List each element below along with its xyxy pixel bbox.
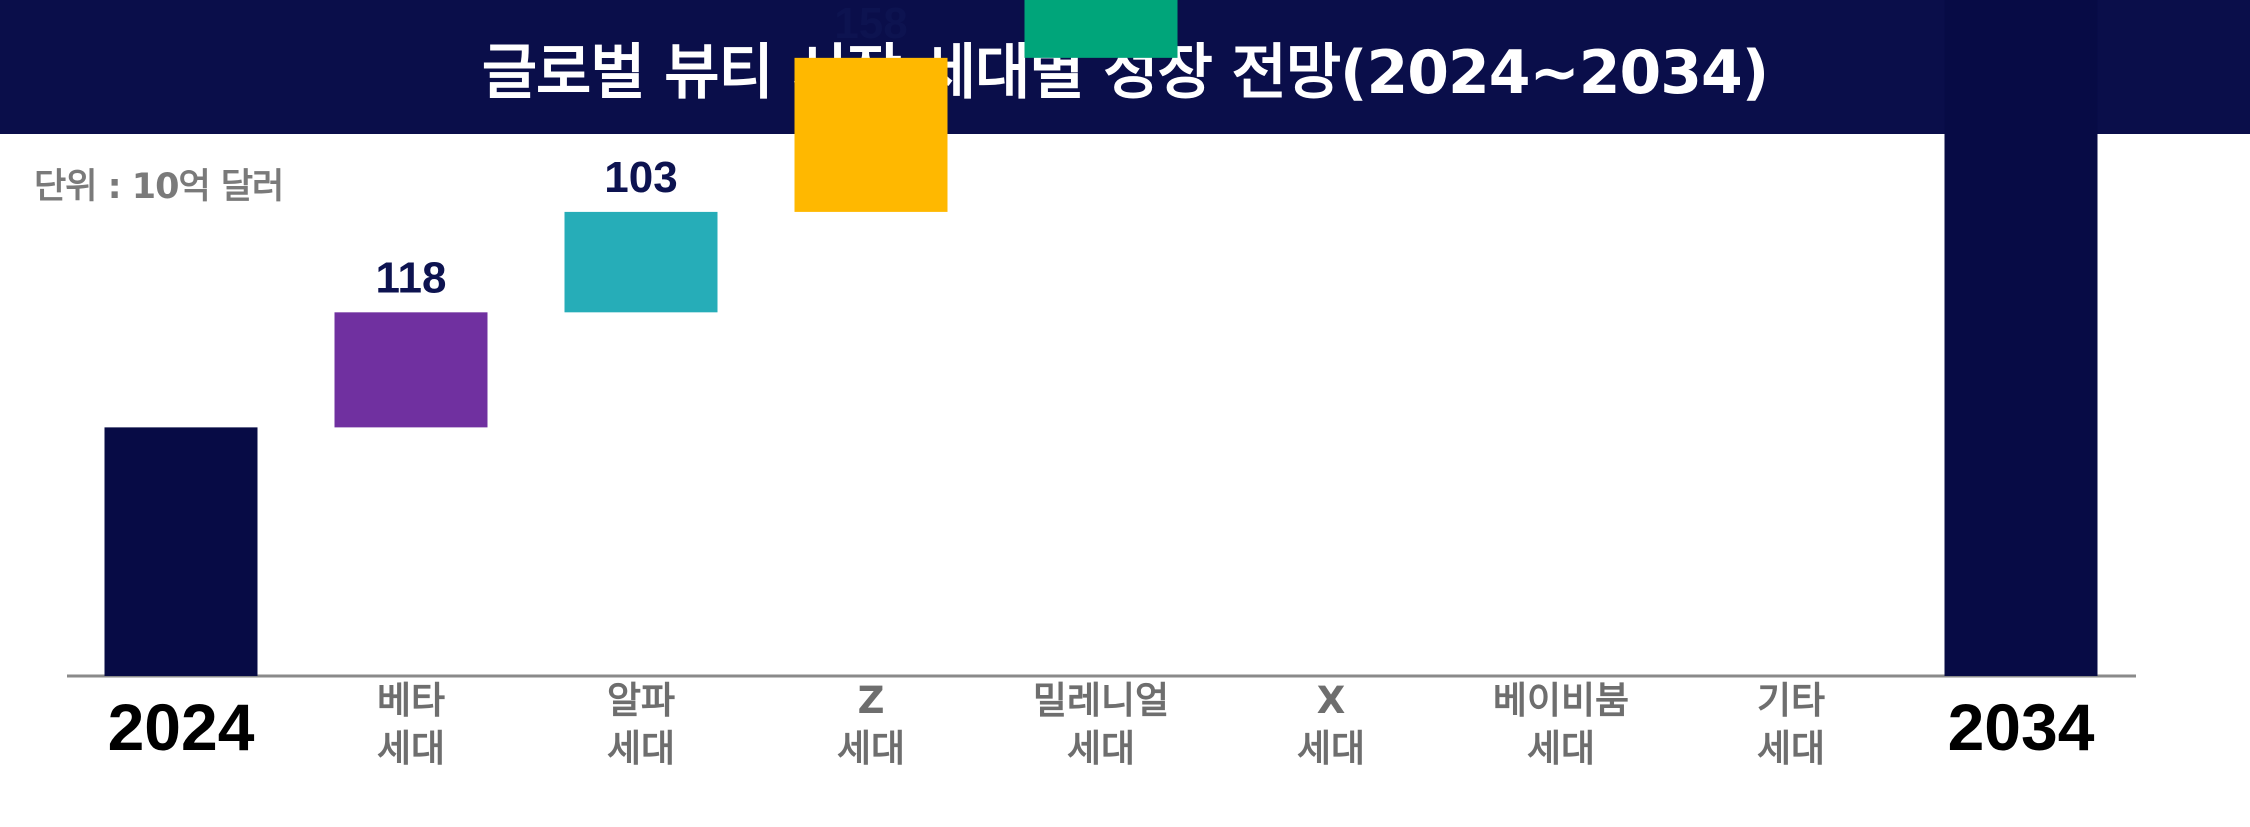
category-label-8-line-2: 세대 xyxy=(1757,727,1825,770)
category-label-6-line-2: 세대 xyxy=(1297,727,1365,770)
category-label-4-line-1: Z xyxy=(858,679,885,722)
bar-step-3 xyxy=(794,57,948,212)
unit-label: 단위 : 10억 달러 xyxy=(34,167,284,207)
bar-step-4 xyxy=(1024,0,1178,58)
category-label-3-line-2: 세대 xyxy=(607,727,675,770)
bar-total-start xyxy=(104,427,258,676)
category-label-7-line-1: 베이비붐 xyxy=(1493,679,1629,722)
bar-total-end xyxy=(1944,0,2098,677)
bar-step-1 xyxy=(334,312,488,428)
category-label-4-line-2: 세대 xyxy=(837,727,905,770)
category-label-5-line-2: 세대 xyxy=(1067,727,1135,770)
category-label-1: 2024 xyxy=(108,690,255,764)
category-label-2-line-1: 베타 xyxy=(377,679,445,722)
category-label-6-line-1: X xyxy=(1317,679,1346,722)
bar-step-2 xyxy=(564,211,718,313)
category-label-2-line-2: 세대 xyxy=(377,727,445,770)
category-label-9: 2034 xyxy=(1948,690,2095,764)
category-label-7-line-2: 세대 xyxy=(1527,727,1595,770)
category-label-8-line-1: 기타 xyxy=(1757,679,1825,722)
value-label-2: 103 xyxy=(604,153,677,202)
category-label-5-line-1: 밀레니얼 xyxy=(1033,679,1169,722)
category-label-3-line-1: 알파 xyxy=(607,679,675,722)
value-label-3: 158 xyxy=(834,0,907,48)
value-label-1: 118 xyxy=(376,253,447,302)
